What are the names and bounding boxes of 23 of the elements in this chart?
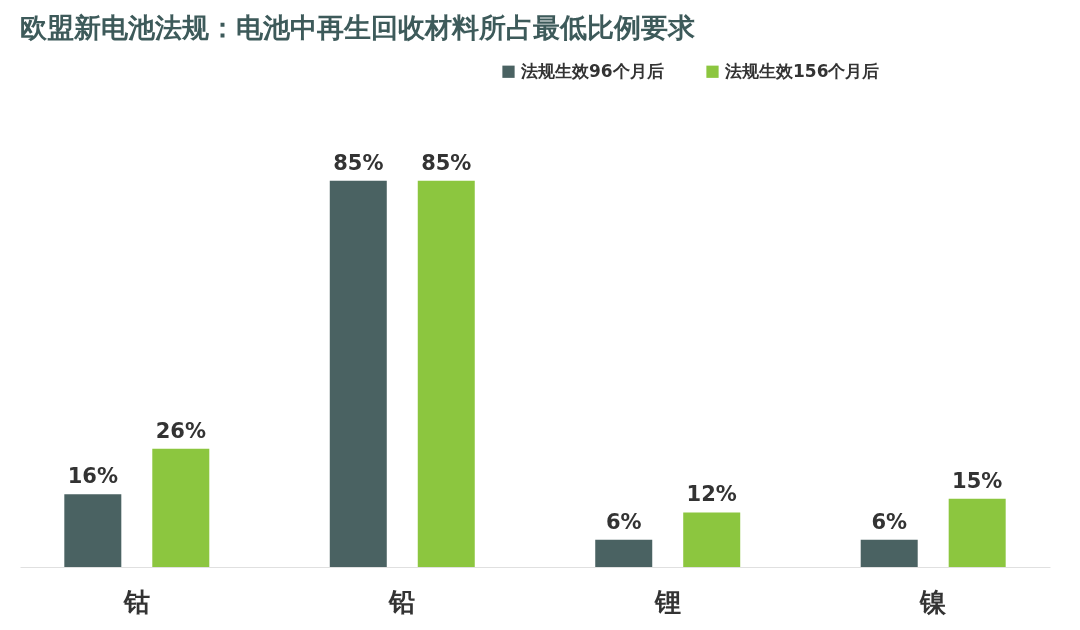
bar [860,539,918,567]
x-tick-label: 钴 [122,586,150,617]
bar [683,512,741,567]
x-tick-label: 镍 [919,586,948,617]
x-tick-label: 锂 [653,586,681,617]
data-label: 85% [333,150,384,175]
data-label: 15% [952,468,1003,493]
legend-label: 法规生效156个月后 [724,60,880,81]
bar [417,180,475,567]
chart-title: 欧盟新电池法规：电池中再生回收材料所占最低比例要求 [20,11,695,43]
data-label: 26% [155,418,206,443]
bar [64,494,122,567]
data-label: 16% [67,464,118,489]
data-label: 6% [605,509,642,534]
bar [329,180,387,567]
data-label: 12% [686,482,737,507]
legend-label: 法规生效96个月后 [520,60,664,81]
bar [595,539,653,567]
data-label: 6% [871,509,908,534]
bar [948,498,1006,567]
bar [152,448,210,567]
data-label: 85% [421,150,472,175]
x-tick-label: 铅 [388,586,416,617]
